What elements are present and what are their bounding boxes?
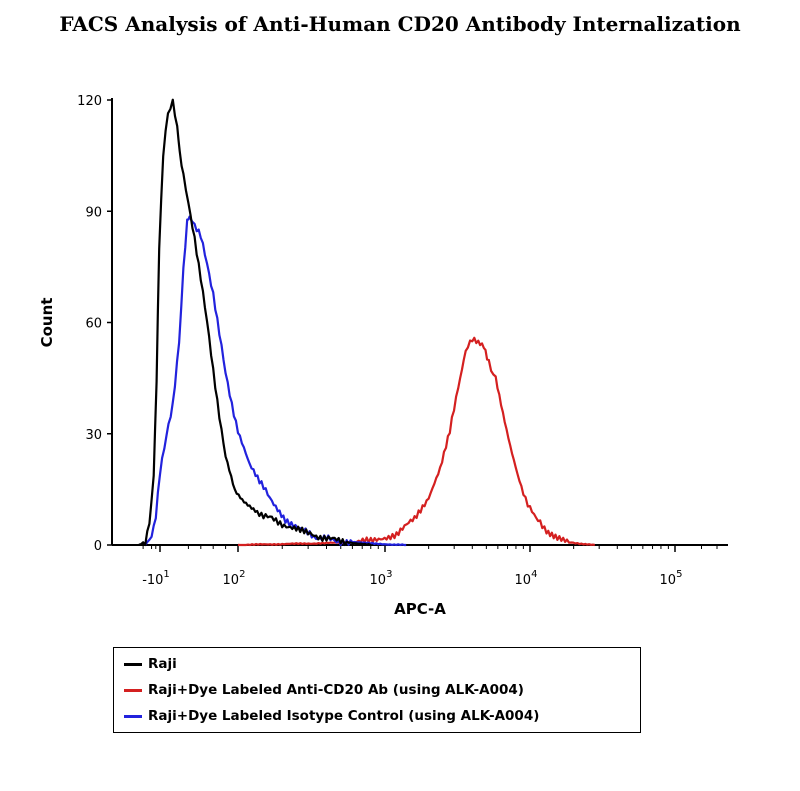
- x-tick-exponent: 3: [386, 569, 392, 580]
- y-tick-label: 120: [77, 94, 102, 109]
- x-tick-exponent: 5: [676, 569, 682, 580]
- legend-swatch-red: [124, 688, 142, 692]
- chart-title: FACS Analysis of Anti-Human CD20 Antibod…: [59, 12, 741, 36]
- x-tick-label: 103: [370, 569, 393, 588]
- legend-item-raji: Raji: [124, 653, 177, 675]
- x-axis-title: APC-A: [394, 600, 446, 618]
- y-axis-title: Count: [38, 298, 56, 348]
- y-tick-label: 90: [85, 205, 102, 220]
- series-line-isotype-control: [144, 215, 407, 547]
- y-tick-label: 30: [85, 428, 102, 443]
- chart-legend: Raji Raji+Dye Labeled Anti-CD20 Ab (usin…: [113, 647, 641, 733]
- legend-label: Raji+Dye Labeled Anti-CD20 Ab (using ALK…: [148, 682, 524, 698]
- series-line-anti-cd20: [237, 336, 596, 547]
- x-tick-exponent: 4: [531, 569, 537, 580]
- y-tick-label: 0: [94, 539, 102, 554]
- legend-item-isotype-control: Raji+Dye Labeled Isotype Control (using …: [124, 705, 539, 727]
- x-tick-label: 102: [223, 569, 246, 588]
- series-line-raji: [138, 98, 372, 547]
- legend-swatch-black: [124, 662, 142, 666]
- legend-label: Raji+Dye Labeled Isotype Control (using …: [148, 708, 540, 724]
- legend-label: Raji: [148, 656, 177, 672]
- x-tick-label: 105: [660, 569, 683, 588]
- legend-swatch-blue: [124, 714, 142, 718]
- y-tick-label: 60: [85, 317, 102, 332]
- x-tick-label: 104: [515, 569, 538, 588]
- x-tick-label: -101: [142, 569, 170, 588]
- facs-histogram-plot: 0 30 60 90 120 -101 102 103 104 105 APC-A Count: [38, 94, 728, 618]
- x-tick-exponent: 1: [163, 569, 169, 580]
- x-tick-exponent: 2: [239, 569, 245, 580]
- legend-item-anti-cd20: Raji+Dye Labeled Anti-CD20 Ab (using ALK…: [124, 679, 524, 701]
